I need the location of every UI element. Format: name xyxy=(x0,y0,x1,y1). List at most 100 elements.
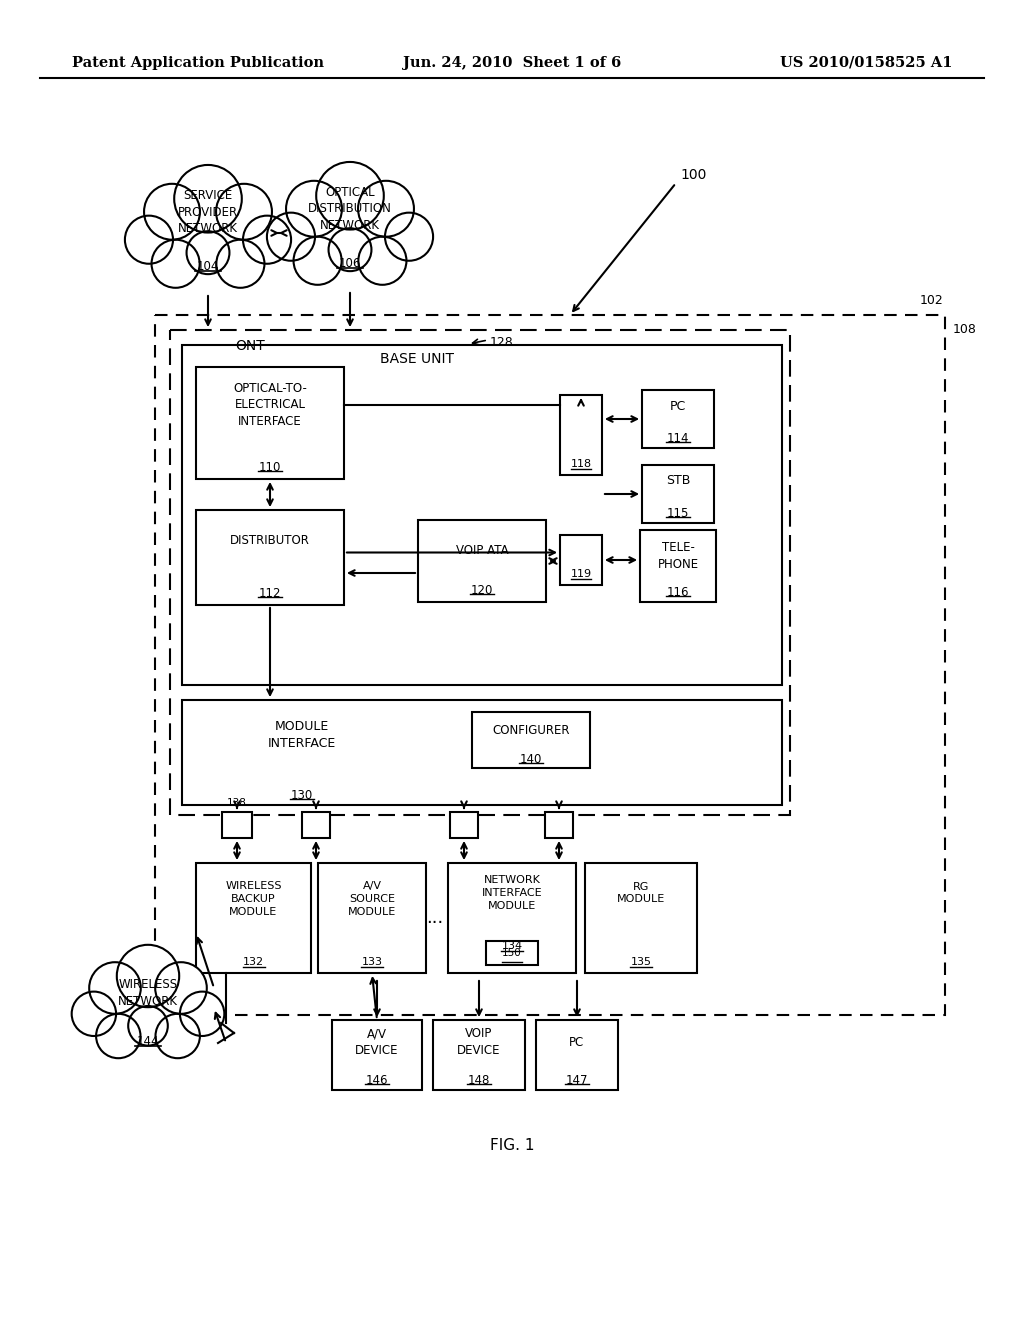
Bar xyxy=(450,812,478,838)
Text: FIG. 1: FIG. 1 xyxy=(489,1138,535,1152)
Text: 140: 140 xyxy=(520,752,542,766)
Text: US 2010/0158525 A1: US 2010/0158525 A1 xyxy=(779,55,952,70)
Circle shape xyxy=(174,165,242,232)
Bar xyxy=(332,1020,422,1090)
Bar xyxy=(170,330,790,814)
Text: 128: 128 xyxy=(490,337,514,348)
Bar xyxy=(472,711,590,768)
Text: OPTICAL-TO-
ELECTRICAL
INTERFACE: OPTICAL-TO- ELECTRICAL INTERFACE xyxy=(233,381,307,428)
Circle shape xyxy=(125,215,173,264)
Circle shape xyxy=(96,1014,140,1059)
Circle shape xyxy=(385,213,433,261)
Circle shape xyxy=(144,183,200,240)
Text: STB: STB xyxy=(666,474,690,487)
Text: 119: 119 xyxy=(570,569,592,579)
Text: 106: 106 xyxy=(339,257,361,271)
Text: VOIP ATA: VOIP ATA xyxy=(456,544,508,557)
Bar xyxy=(560,535,602,585)
Text: 138: 138 xyxy=(227,799,247,808)
Text: 115: 115 xyxy=(667,507,689,520)
Bar xyxy=(182,345,782,685)
Circle shape xyxy=(152,240,200,288)
Bar xyxy=(536,1020,618,1090)
Text: 135: 135 xyxy=(631,957,651,968)
Circle shape xyxy=(358,236,407,285)
Text: Jun. 24, 2010  Sheet 1 of 6: Jun. 24, 2010 Sheet 1 of 6 xyxy=(402,55,622,70)
Text: 147: 147 xyxy=(565,1074,588,1086)
Text: 104: 104 xyxy=(197,260,219,273)
Bar xyxy=(182,700,782,805)
Text: WIRELESS
NETWORK: WIRELESS NETWORK xyxy=(118,978,178,1007)
Text: BASE UNIT: BASE UNIT xyxy=(380,352,454,366)
Bar xyxy=(560,395,602,475)
Text: PC: PC xyxy=(569,1035,585,1048)
Text: ...: ... xyxy=(426,909,443,927)
Circle shape xyxy=(243,215,291,264)
Circle shape xyxy=(316,162,384,230)
Text: DISTRIBUTOR: DISTRIBUTOR xyxy=(230,533,310,546)
Bar xyxy=(433,1020,525,1090)
Circle shape xyxy=(156,1014,200,1059)
Text: CONFIGURER: CONFIGURER xyxy=(493,723,569,737)
Circle shape xyxy=(128,1006,168,1045)
Bar xyxy=(196,367,344,479)
Text: 108: 108 xyxy=(953,323,977,337)
Text: WIRELESS
BACKUP
MODULE: WIRELESS BACKUP MODULE xyxy=(225,882,282,917)
Text: TELE-
PHONE: TELE- PHONE xyxy=(657,541,698,570)
Circle shape xyxy=(117,945,179,1007)
Bar xyxy=(642,389,714,447)
Text: 134: 134 xyxy=(502,941,522,950)
Text: SERVICE
PROVIDER
NETWORK: SERVICE PROVIDER NETWORK xyxy=(178,189,238,235)
Text: 130: 130 xyxy=(291,789,313,803)
Circle shape xyxy=(216,240,264,288)
Text: OPTICAL
DISTRIBUTION
NETWORK: OPTICAL DISTRIBUTION NETWORK xyxy=(308,186,392,232)
Bar xyxy=(196,863,311,973)
Text: 148: 148 xyxy=(468,1074,490,1086)
Text: 118: 118 xyxy=(570,459,592,469)
Circle shape xyxy=(186,231,229,275)
Bar xyxy=(585,863,697,973)
Text: Patent Application Publication: Patent Application Publication xyxy=(72,55,324,70)
Text: PC: PC xyxy=(670,400,686,412)
Text: 120: 120 xyxy=(471,583,494,597)
Text: 112: 112 xyxy=(259,587,282,601)
Circle shape xyxy=(180,991,224,1036)
Bar xyxy=(222,812,252,838)
Text: 116: 116 xyxy=(667,586,689,599)
Text: ONT: ONT xyxy=(236,339,265,352)
Bar xyxy=(155,315,945,1015)
Bar xyxy=(418,520,546,602)
Circle shape xyxy=(294,236,342,285)
Bar xyxy=(302,812,330,838)
Text: 132: 132 xyxy=(243,957,264,968)
Text: NETWORK
INTERFACE
MODULE: NETWORK INTERFACE MODULE xyxy=(481,875,543,911)
Text: 102: 102 xyxy=(920,294,943,308)
Text: 114: 114 xyxy=(667,432,689,445)
Circle shape xyxy=(267,213,315,261)
Circle shape xyxy=(358,181,414,236)
Text: 150: 150 xyxy=(502,948,522,958)
Text: 100: 100 xyxy=(680,168,707,182)
Bar xyxy=(545,812,573,838)
Text: VOIP
DEVICE: VOIP DEVICE xyxy=(458,1027,501,1057)
Bar xyxy=(196,510,344,605)
Circle shape xyxy=(329,228,372,271)
Bar xyxy=(486,941,538,965)
Bar xyxy=(640,531,716,602)
Text: 144: 144 xyxy=(137,1035,160,1048)
Text: RG
MODULE: RG MODULE xyxy=(616,882,666,904)
Circle shape xyxy=(156,962,207,1014)
Text: 146: 146 xyxy=(366,1074,388,1086)
Text: MODULE
INTERFACE: MODULE INTERFACE xyxy=(268,721,336,750)
Bar xyxy=(642,465,714,523)
Text: 133: 133 xyxy=(361,957,383,968)
Circle shape xyxy=(72,991,116,1036)
Text: 110: 110 xyxy=(259,461,282,474)
Bar xyxy=(318,863,426,973)
Circle shape xyxy=(286,181,342,236)
Text: A/V
DEVICE: A/V DEVICE xyxy=(355,1027,398,1057)
Circle shape xyxy=(89,962,141,1014)
Text: A/V
SOURCE
MODULE: A/V SOURCE MODULE xyxy=(348,882,396,917)
Bar xyxy=(449,863,575,973)
Circle shape xyxy=(216,183,272,240)
